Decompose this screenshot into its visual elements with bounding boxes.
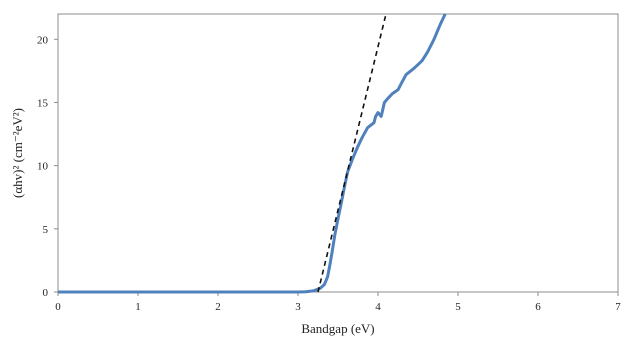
y-tick-label: 10 — [37, 161, 49, 173]
y-tick-label: 20 — [37, 34, 49, 46]
x-tick-label: 0 — [55, 301, 61, 313]
y-tick-label: 15 — [37, 97, 49, 109]
x-tick-label: 1 — [135, 301, 141, 313]
x-axis-title: Bandgap (eV) — [301, 321, 374, 336]
x-tick-label: 7 — [615, 301, 621, 313]
y-tick-label: 0 — [43, 287, 49, 299]
x-tick-label: 4 — [375, 301, 381, 313]
plot-area — [58, 14, 618, 292]
x-tick-label: 2 — [215, 301, 221, 313]
x-tick-label: 3 — [295, 301, 301, 313]
y-tick-label: 5 — [43, 224, 49, 236]
x-tick-label: 6 — [535, 301, 541, 313]
y-axis-title: (αhv)² (cm⁻²eV²) — [10, 108, 25, 198]
x-tick-label: 5 — [455, 301, 461, 313]
